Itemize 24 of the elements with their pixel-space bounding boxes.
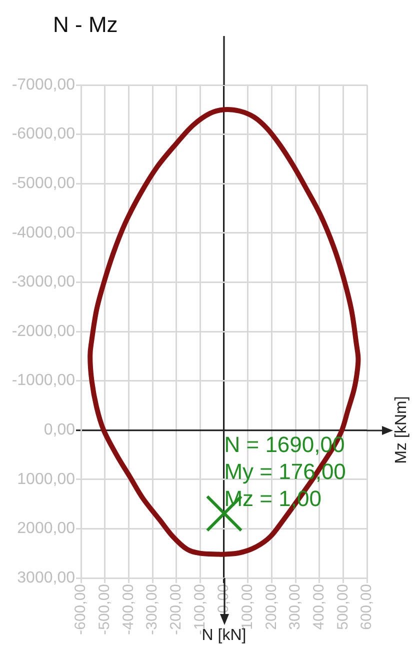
y-tick-label: -3000,00	[12, 274, 76, 291]
x-tick-label: -500,00	[96, 584, 113, 635]
x-tick-label: -200,00	[167, 584, 184, 635]
y-tick-label: -2000,00	[12, 322, 76, 340]
y-tick-label: 3000,00	[17, 569, 76, 586]
x-tick-label: 600,00	[358, 584, 376, 630]
x-tick-label: 200,00	[262, 584, 280, 630]
y-tick-label: 1000,00	[17, 470, 76, 488]
y-tick-label: -1000,00	[12, 372, 76, 390]
y-tick-label: -5000,00	[12, 175, 76, 192]
x-tick-label: 400,00	[310, 584, 328, 630]
y-tick-label: -6000,00	[12, 126, 76, 143]
y-tick-label: -4000,00	[12, 224, 76, 242]
y-tick-label: 2000,00	[17, 520, 76, 538]
x-tick-label: 500,00	[334, 584, 352, 630]
x-tick-label: 300,00	[286, 584, 304, 630]
y-tick-label: -7000,00	[12, 76, 76, 94]
x-tick-label: 100,00	[238, 584, 256, 630]
y-tick-label: 0,00	[44, 422, 76, 439]
x-tick-label: -600,00	[72, 584, 90, 635]
x-tick-label: -300,00	[144, 584, 161, 635]
x-tick-label: -400,00	[120, 584, 137, 635]
chart-title: N - Mz	[53, 12, 118, 37]
text: Mz [kNm]	[393, 396, 410, 464]
